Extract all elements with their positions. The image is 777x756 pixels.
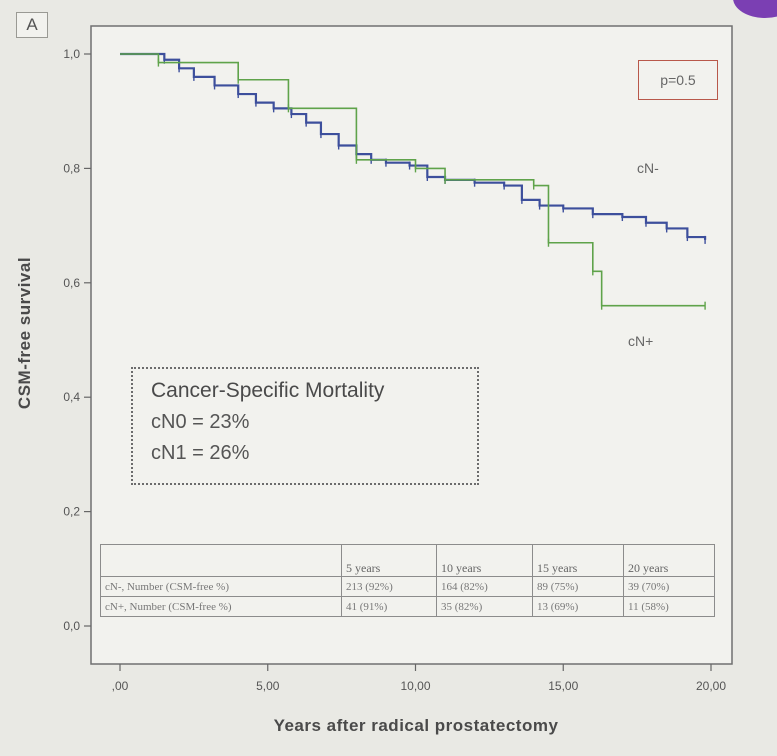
y-axis-title: CSM-free survival — [15, 257, 34, 409]
x-tick-label: 10,00 — [400, 679, 430, 693]
risk-table-row: cN-, Number (CSM-free %) 213 (92%) 164 (… — [100, 576, 715, 597]
risk-col-header: 10 years — [436, 544, 533, 577]
risk-col-header: 15 years — [532, 544, 624, 577]
risk-cell: 39 (70%) — [623, 576, 715, 597]
x-tick-label: ,00 — [112, 679, 129, 693]
risk-table-corner-cell — [100, 544, 342, 577]
y-tick-label: 0,6 — [63, 276, 80, 290]
risk-table-row: cN+, Number (CSM-free %) 41 (91%) 35 (82… — [100, 596, 715, 617]
cn-plus-curve — [120, 53, 706, 307]
risk-col-header: 5 years — [341, 544, 437, 577]
x-tick-label: 20,00 — [696, 679, 726, 693]
curves — [120, 52, 707, 310]
risk-cell: 164 (82%) — [436, 576, 533, 597]
x-tick-label: 5,00 — [256, 679, 280, 693]
x-tick-label: 15,00 — [548, 679, 578, 693]
p-value-box: p=0.5 — [638, 60, 718, 100]
risk-cell: 213 (92%) — [341, 576, 437, 597]
y-tick-label: 0,4 — [63, 390, 80, 404]
risk-cell: 13 (69%) — [532, 596, 624, 617]
axes: 0,0 0,2 0,4 0,6 0,8 1,0 ,00 5,00 10,00 15,00 20,00 — [63, 47, 726, 693]
y-tick-label: 0,0 — [63, 619, 80, 633]
corner-decoration — [733, 0, 777, 18]
risk-table-header-row: 5 years 10 years 15 years 20 years — [100, 544, 715, 577]
risk-cell: 89 (75%) — [532, 576, 624, 597]
y-tick-label: 0,8 — [63, 161, 80, 175]
mortality-cn0: cN0 = 23% — [151, 411, 250, 433]
risk-col-header: 20 years — [623, 544, 715, 577]
cn-plus-curve-label: cN+ — [628, 333, 653, 349]
risk-cell: 41 (91%) — [341, 596, 437, 617]
x-axis-title: Years after radical prostatectomy — [274, 716, 559, 735]
mortality-box: Cancer-Specific Mortality cN0 = 23% cN1 … — [131, 367, 479, 485]
risk-table: 5 years 10 years 15 years 20 years cN-, … — [100, 544, 715, 617]
risk-row-label: cN-, Number (CSM-free %) — [100, 576, 342, 597]
mortality-cn1: cN1 = 26% — [151, 442, 250, 464]
y-tick-label: 0,2 — [63, 505, 80, 519]
panel-label: A — [16, 12, 48, 38]
risk-cell: 11 (58%) — [623, 596, 715, 617]
risk-cell: 35 (82%) — [436, 596, 533, 617]
cn-minus-curve-label: cN- — [637, 160, 659, 176]
mortality-box-title: Cancer-Specific Mortality — [151, 379, 385, 402]
y-tick-label: 1,0 — [63, 47, 80, 61]
risk-row-label: cN+, Number (CSM-free %) — [100, 596, 342, 617]
